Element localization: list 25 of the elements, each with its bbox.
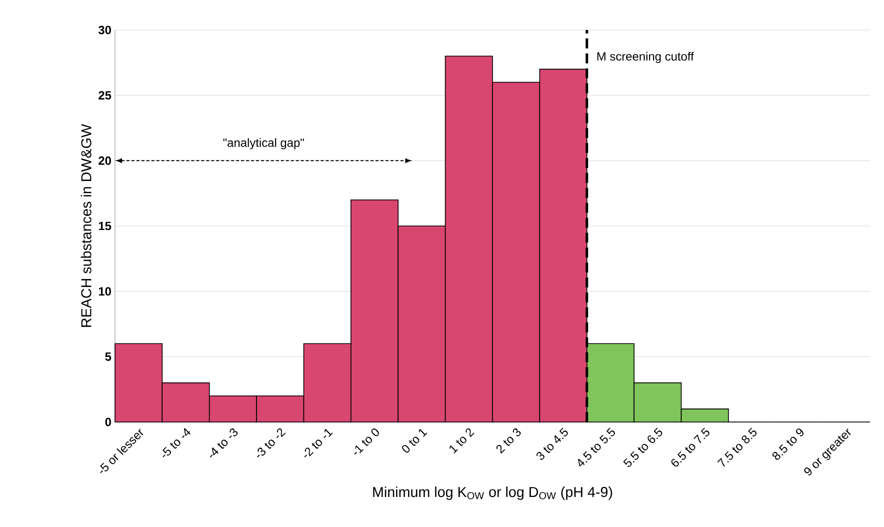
y-tick-label: 20: [98, 156, 111, 165]
x-tick-label: 0 to 1: [402, 428, 428, 453]
x-tick-label: -4 to -3: [210, 428, 238, 458]
ref-line-label: M screening cutoff: [597, 52, 694, 64]
x-tick-label: 5.5 to 6.5: [623, 428, 662, 467]
x-tick-label: 6.5 to 7.5: [671, 428, 710, 467]
x-tick-label: 3 to 4.5: [536, 428, 568, 460]
x-tick-label: -5 to -4: [162, 428, 191, 458]
x-tick-label: 8.5 to 9: [772, 428, 804, 460]
y-tick-label: 10: [98, 287, 111, 296]
y-tick-label: 25: [98, 91, 112, 100]
y-axis-title: REACH substances in DW&GW: [80, 124, 92, 327]
y-tick-label: 0: [105, 418, 111, 426]
x-axis-title: Minimum log K$_{OW}$ or log D$_{OW}$ (pH 4-9): [373, 486, 612, 500]
x-tick-label: 7.5 to 8.5: [717, 428, 757, 467]
y-tick-label: 5: [105, 352, 112, 361]
y-tick-label: 15: [98, 222, 112, 230]
x-tick-label: -1 to 0: [354, 428, 379, 455]
y-tick-label: 30: [98, 26, 111, 34]
annotation: "analytical gap": [223, 138, 304, 150]
x-tick-label: 4.5 to 5.5: [578, 428, 615, 467]
x-tick-label: -3 to -2: [257, 428, 286, 458]
x-tick-label: 2 to 3: [496, 428, 521, 454]
x-tick-label: 1 to 2: [450, 428, 474, 454]
x-tick-label: -2 to -1: [304, 428, 333, 458]
